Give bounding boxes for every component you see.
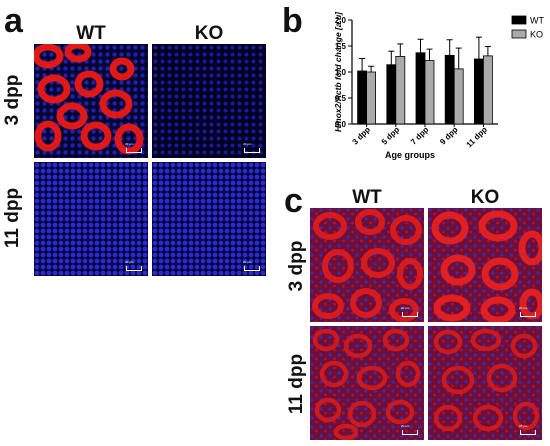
bar-wt-5dpp	[386, 64, 397, 125]
bar-ko-5dpp	[395, 56, 406, 125]
panel-b-label: b	[282, 2, 303, 40]
legend-swatch-wt	[511, 15, 527, 25]
panel-c-row-11dpp: 11 dpp	[286, 353, 307, 415]
scalebar: 20 μm	[519, 306, 536, 317]
bar-wt-7dpp	[415, 52, 426, 125]
scalebar: 20 μm	[125, 142, 142, 153]
panel-a-row-11dpp: 11 dpp	[2, 187, 23, 249]
micrograph-c-ko-3dpp: 20 μm	[428, 208, 542, 322]
scalebar: 20 μm	[401, 306, 418, 317]
y-tick-label: 0.0	[335, 120, 347, 129]
micrograph-a-ko-11dpp: 20 μm	[152, 162, 266, 276]
bar-ko-7dpp	[424, 60, 435, 125]
y-tick-label: 2.0	[335, 16, 347, 25]
micrograph-c-ko-11dpp: 20 μm	[428, 326, 542, 440]
panel-a-row-3dpp: 3 dpp	[2, 74, 23, 126]
y-tick-label: 1.5	[335, 42, 347, 51]
panel-a-column-wt: WT	[76, 23, 106, 44]
y-axis-label: Hmox2/Actb fold change [a.u]	[333, 11, 343, 132]
x-axis-label: Age groups	[385, 150, 435, 160]
panel-a-label: a	[4, 2, 23, 40]
panel-c-column-wt: WT	[352, 187, 382, 208]
micrograph-c-wt-3dpp: 20 μm	[310, 208, 424, 322]
scalebar: 20 μm	[401, 424, 418, 435]
y-tick-label: 1.0	[335, 68, 347, 77]
panel-c-label: c	[284, 182, 303, 220]
scalebar: 20 μm	[243, 142, 260, 153]
bar-wt-9dpp	[444, 54, 455, 125]
micrograph-a-wt-3dpp: 20 μm	[34, 44, 148, 158]
micrograph-a-ko-3dpp: 20 μm	[152, 44, 266, 158]
bar-ko-3dpp	[366, 71, 376, 125]
panel-a-column-ko: KO	[194, 23, 224, 44]
x-tick-label: 5 dpp	[380, 125, 402, 147]
bar-wt-3dpp	[357, 70, 367, 125]
bar-ko-11dpp	[482, 55, 493, 125]
micrograph-a-wt-11dpp: 20 μm	[34, 162, 148, 276]
scalebar: 20 μm	[125, 260, 142, 271]
panel-c-column-ko: KO	[470, 187, 500, 208]
scalebar: 20 μm	[243, 260, 260, 271]
legend-label-ko: KO	[530, 30, 543, 40]
x-tick-label: 3 dpp	[351, 125, 373, 147]
legend-swatch-ko	[511, 29, 527, 39]
micrograph-c-wt-11dpp: 20 μm	[310, 326, 424, 440]
y-tick-label: 0.5	[335, 94, 347, 103]
legend-label-wt: WT	[530, 16, 544, 26]
bar-chart: Hmox2/Actb fold change [a.u] Age groups …	[333, 11, 544, 160]
panel-c-row-3dpp: 3 dpp	[286, 240, 307, 292]
x-tick-label: 9 dpp	[438, 125, 460, 147]
bar-wt-11dpp	[473, 58, 484, 125]
scalebar: 20 μm	[519, 424, 536, 435]
x-tick-label: 7 dpp	[409, 125, 431, 147]
bar-ko-9dpp	[453, 68, 464, 125]
x-tick-label: 11 dpp	[465, 125, 489, 149]
